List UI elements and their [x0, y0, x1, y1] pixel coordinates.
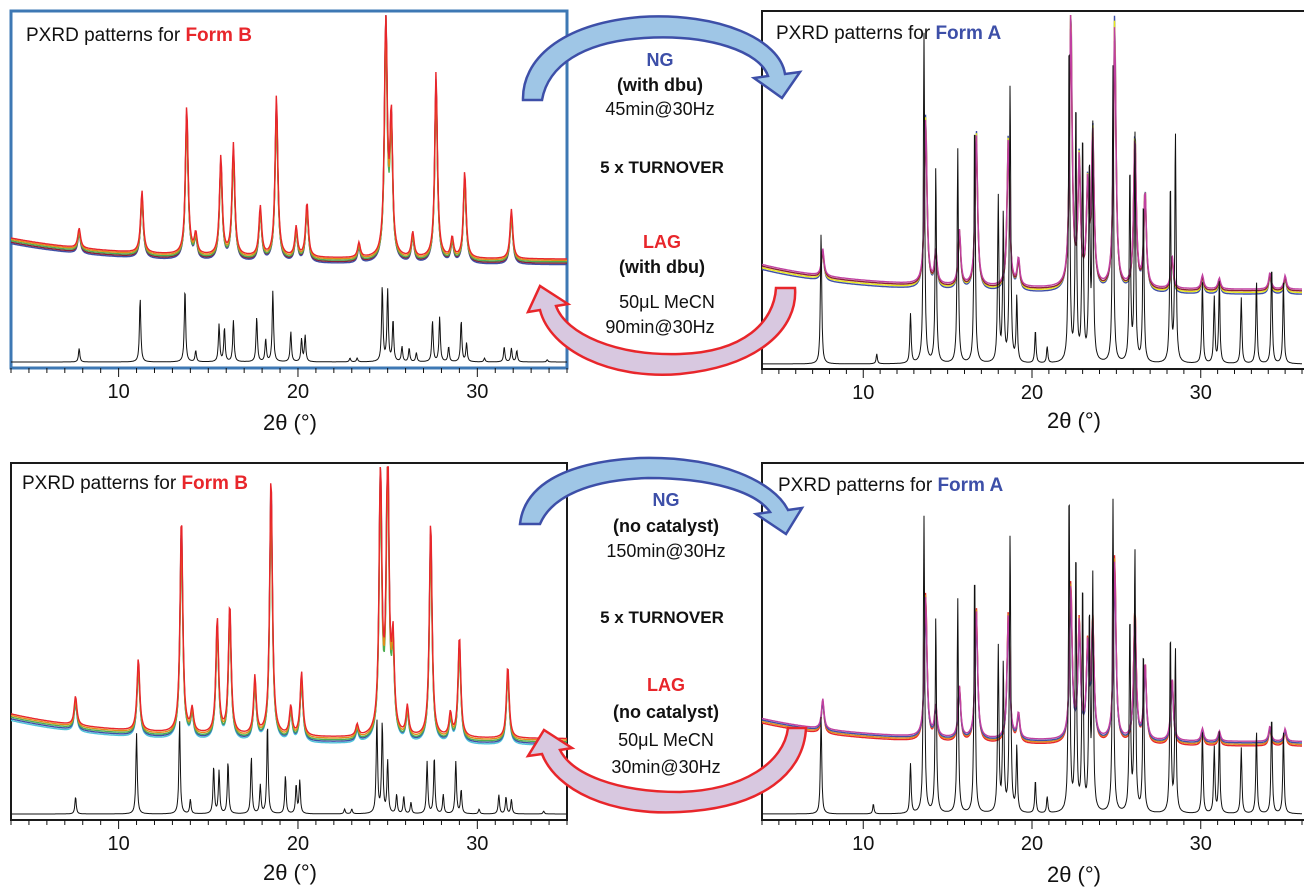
lag-arrow-icon — [525, 284, 797, 376]
ng-arrow-icon — [521, 15, 803, 102]
lag-condition: (no catalyst) — [613, 702, 719, 722]
lag-condition: (with dbu) — [619, 257, 705, 277]
turnover-label: 5 x TURNOVER — [600, 158, 724, 177]
tick-label: 30 — [1190, 382, 1212, 404]
tick-label: 30 — [466, 833, 488, 855]
reference-pattern-line — [11, 287, 567, 363]
x-axis-ticks-bottom-right: 10 20 30 — [761, 820, 1303, 855]
pattern-series-line — [10, 15, 567, 264]
lag-label: LAG — [647, 675, 685, 695]
pattern-series-line — [761, 561, 1303, 743]
x-axis-label-bottom-left: 2θ (°) — [263, 860, 317, 885]
ng-label: NG — [647, 50, 674, 70]
panel-title-bottom-left: PXRD patterns for Form B — [22, 473, 248, 494]
pattern-series-line — [10, 466, 567, 740]
pattern-series-line — [10, 466, 567, 741]
x-axis-ticks-top-right: 10 20 30 — [761, 369, 1303, 404]
pattern-series-line — [761, 571, 1302, 744]
title-prefix: PXRD patterns for — [22, 473, 181, 494]
pattern-series-line — [761, 28, 1302, 292]
reference-pattern-line — [11, 719, 567, 815]
title-prefix: PXRD patterns for — [776, 23, 935, 44]
ng-time: 45min@30Hz — [605, 99, 714, 119]
pattern-series-line — [10, 466, 567, 746]
pattern-series-line — [761, 14, 1303, 294]
pattern-series-line — [10, 466, 567, 743]
x-axis-ticks-bottom-left: 10 20 30 — [10, 820, 568, 855]
pattern-series-line — [761, 555, 1302, 747]
title-prefix: PXRD patterns for — [778, 475, 937, 496]
ng-arrow-icon — [518, 456, 805, 536]
lag-time: 30min@30Hz — [611, 757, 720, 777]
lag-time: 90min@30Hz — [605, 317, 714, 337]
form-label: Form B — [185, 25, 252, 46]
tick-label: 30 — [466, 381, 488, 403]
panel-bottom-right: 10 20 30 PXRD patterns for Form A 2θ (°) — [761, 462, 1304, 887]
title-prefix: PXRD patterns for — [26, 25, 185, 46]
lag-solvent: 50μL MeCN — [618, 730, 714, 750]
panel-bottom-left: 10 20 30 PXRD patterns for Form B 2θ (°) — [10, 462, 568, 885]
ng-condition: (no catalyst) — [613, 516, 719, 536]
tick-label: 10 — [107, 381, 129, 403]
pattern-series-line — [761, 14, 1302, 295]
plot-area-top-right — [761, 14, 1303, 365]
x-axis-ticks-top-left: 10 20 30 — [10, 368, 568, 403]
tick-label: 20 — [287, 381, 309, 403]
pattern-series-line — [10, 16, 567, 261]
ng-label: NG — [653, 490, 680, 510]
tick-label: 10 — [852, 833, 874, 855]
plot-area-top-left — [10, 15, 568, 363]
pattern-series-line — [761, 558, 1302, 746]
pattern-series-line — [10, 15, 568, 266]
panel-title-bottom-right: PXRD patterns for Form A — [778, 475, 1004, 496]
form-label: Form A — [937, 475, 1003, 496]
plot-frame-top-left — [9, 9, 569, 370]
form-label: Form B — [181, 473, 248, 494]
lag-label: LAG — [643, 232, 681, 252]
conversion-cycle-bottom: NG (no catalyst) 150min@30Hz 5 x TURNOVE… — [518, 456, 808, 814]
ng-time: 150min@30Hz — [606, 541, 725, 561]
tick-label: 20 — [1021, 382, 1043, 404]
reference-pattern-line — [762, 32, 1302, 365]
lag-arrow-icon — [525, 726, 808, 814]
x-axis-label-top-left: 2θ (°) — [263, 410, 317, 435]
plot-area-bottom-left — [10, 466, 567, 815]
pattern-series-line — [10, 29, 567, 263]
pattern-series-line — [10, 466, 567, 744]
x-axis-label-top-right: 2θ (°) — [1047, 408, 1101, 433]
panel-title-top-right: PXRD patterns for Form A — [776, 23, 1002, 44]
tick-label: 30 — [1190, 833, 1212, 855]
form-label: Form A — [935, 23, 1001, 44]
plot-frame-bottom-right — [761, 462, 1304, 821]
reference-pattern-line — [762, 498, 1302, 815]
plot-frame-bottom-left — [10, 462, 568, 821]
plot-frame-top-right — [761, 10, 1304, 370]
tick-label: 20 — [1021, 833, 1043, 855]
tick-label: 10 — [107, 833, 129, 855]
plot-area-bottom-right — [761, 498, 1303, 815]
tick-label: 20 — [287, 833, 309, 855]
lag-solvent: 50μL MeCN — [619, 292, 715, 312]
panel-title-top-left: PXRD patterns for Form B — [26, 25, 252, 46]
pattern-series-line — [10, 15, 567, 260]
panel-top-left: 10 20 30 PXRD patterns for Form B 2θ (°) — [9, 9, 569, 435]
turnover-label: 5 x TURNOVER — [600, 608, 724, 627]
conversion-cycle-top: NG (with dbu) 45min@30Hz 5 x TURNOVER LA… — [521, 15, 803, 376]
tick-label: 10 — [852, 382, 874, 404]
x-axis-label-bottom-right: 2θ (°) — [1047, 862, 1101, 887]
ng-condition: (with dbu) — [617, 75, 703, 95]
panel-top-right: 10 20 30 PXRD patterns for Form A 2θ (°) — [761, 10, 1304, 433]
pattern-series-line — [761, 14, 1302, 290]
